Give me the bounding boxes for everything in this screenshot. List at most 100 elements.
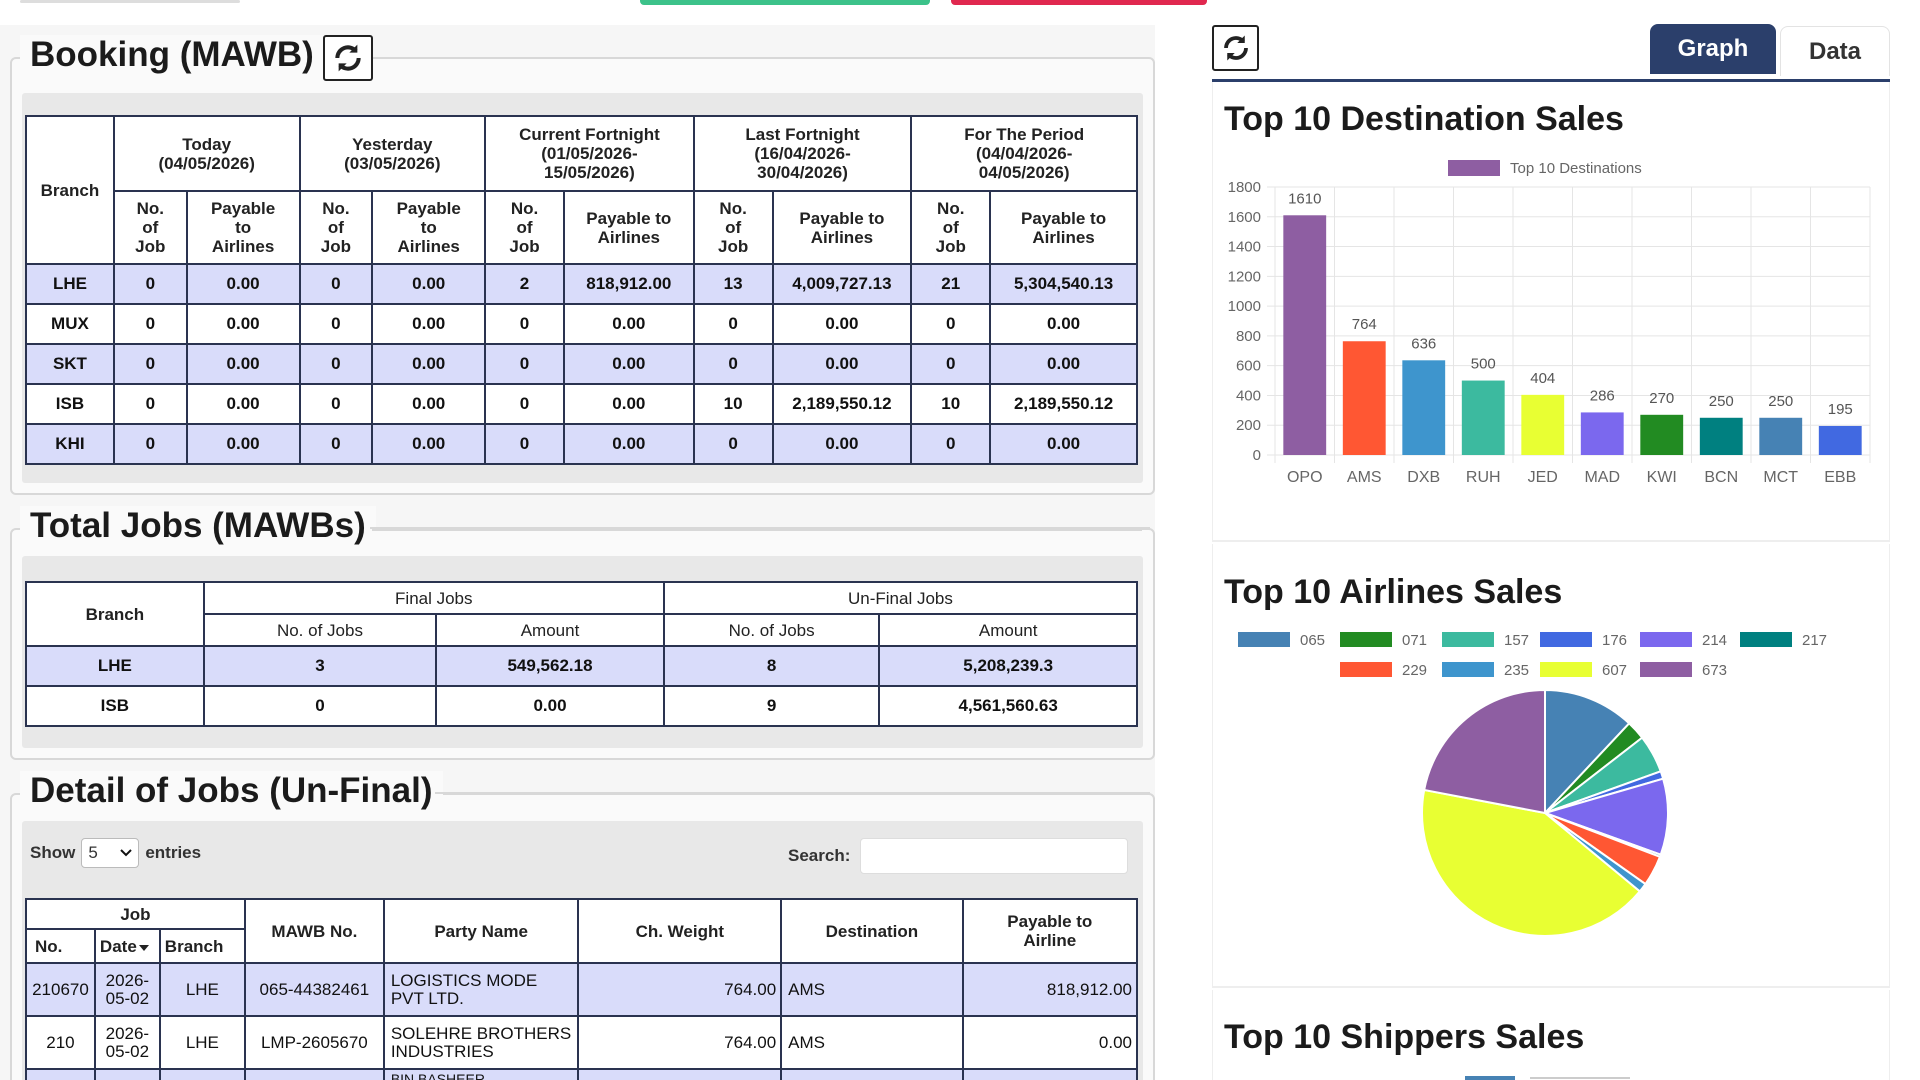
- x-tick-label: MAD: [1584, 469, 1620, 486]
- table-row[interactable]: 210 2026- 05-02 LHE LMP-2605670 SOLEHRE …: [25, 1015, 1139, 1070]
- payable-cell: 2,189,550.12: [989, 383, 1138, 425]
- booking-table-body: LHE 0 0.00 0 0.00 2 818,912.00 13 4,009,727.13 21…: [25, 263, 1138, 465]
- payable-cell: 0.00: [562, 343, 695, 385]
- bar: [1461, 380, 1505, 455]
- no-of-job-cell: 0: [298, 303, 374, 345]
- date-cell: [93, 1068, 161, 1080]
- pie-slice: [1421, 788, 1642, 937]
- final-jobs-cell: 0: [202, 685, 438, 727]
- table-row[interactable]: BIN BASHEER: [25, 1068, 1139, 1080]
- party-header[interactable]: Party Name: [382, 898, 580, 964]
- no-of-job-cell: 2: [484, 263, 565, 305]
- y-tick-label: 600: [1236, 358, 1261, 375]
- branch-cell: LHE: [25, 645, 205, 687]
- payable-cell: 4,009,727.13: [771, 263, 913, 305]
- no-of-job-cell: 0: [692, 343, 774, 385]
- chevron-down-icon: [120, 849, 133, 857]
- no-of-job-cell: 10: [910, 383, 992, 425]
- legend-swatch: [1540, 662, 1592, 677]
- final-jobs-header: Final Jobs: [202, 581, 665, 615]
- bar-value-label: 250: [1709, 393, 1734, 410]
- payable-cell: 0.00: [185, 343, 301, 385]
- final-amount-header: Amount: [435, 613, 665, 647]
- payable-cell: 0.00: [371, 263, 487, 305]
- bar-value-label: 250: [1768, 393, 1793, 410]
- table-row[interactable]: 210670 2026- 05-02 LHE 065-44382461 LOGI…: [25, 962, 1139, 1017]
- total-jobs-table: Branch Final Jobs Un-Final Jobs No. of J…: [25, 581, 1139, 727]
- weight-cell: 764.00: [577, 962, 783, 1017]
- booking-refresh-button[interactable]: [323, 35, 373, 81]
- legend-label: 071: [1402, 632, 1427, 649]
- legend-swatch: [1340, 632, 1392, 647]
- branch-header[interactable]: Branch: [158, 928, 246, 964]
- branch-cell: KHI: [25, 423, 115, 465]
- bar: [1699, 417, 1743, 455]
- branch-cell: SKT: [25, 343, 115, 385]
- period-header-for-the-period: For The Period (04/04/2026- 04/05/2026): [910, 115, 1138, 192]
- payable-cell: 0.00: [562, 423, 695, 465]
- payable-cell: 0.00: [989, 343, 1138, 385]
- sub-no-of-job: No. of Job: [298, 190, 374, 265]
- x-tick-label: EBB: [1824, 469, 1856, 486]
- y-tick-label: 1200: [1228, 268, 1261, 285]
- legend-label: 235: [1504, 662, 1529, 679]
- payable-header[interactable]: Payable to Airline: [961, 898, 1139, 964]
- tab-graph[interactable]: Graph: [1650, 24, 1776, 74]
- weight-header[interactable]: Ch. Weight: [577, 898, 783, 964]
- payable-cell: 0.00: [185, 263, 301, 305]
- branch-cell: [158, 1068, 246, 1080]
- period-header-last-fortnight: Last Fortnight (16/04/2026- 30/04/2026): [692, 115, 913, 192]
- entries-select[interactable]: 5: [81, 838, 140, 868]
- date-cell: 2026- 05-02: [93, 1015, 161, 1070]
- y-tick-label: 1000: [1228, 298, 1261, 315]
- mawb-cell: LMP-2605670: [243, 1015, 385, 1070]
- date-header[interactable]: Date: [93, 928, 161, 964]
- bar: [1342, 341, 1386, 455]
- no-of-job-cell: 0: [910, 303, 992, 345]
- payable-cell: 818,912.00: [961, 962, 1139, 1017]
- no-of-job-cell: 13: [692, 263, 774, 305]
- legend-swatch: [1238, 632, 1290, 647]
- payable-cell: 818,912.00: [562, 263, 695, 305]
- sub-payable: Payable to Airlines: [562, 190, 695, 265]
- x-tick-label: RUH: [1466, 469, 1501, 486]
- bar-value-label: 195: [1828, 401, 1853, 418]
- table-row: SKT 0 0.00 0 0.00 0 0.00 0 0.00 0 0.00: [25, 343, 1138, 385]
- no-of-job-cell: 0: [910, 343, 992, 385]
- x-tick-label: BCN: [1704, 469, 1738, 486]
- payable-cell: 0.00: [371, 423, 487, 465]
- top-red-button[interactable]: [951, 0, 1207, 5]
- bar: [1580, 412, 1624, 455]
- no-of-job-cell: 21: [910, 263, 992, 305]
- bar-value-label: 404: [1530, 370, 1555, 387]
- unfinal-amount-cell: 4,561,560.63: [878, 685, 1138, 727]
- branch-cell: ISB: [25, 383, 115, 425]
- y-tick-label: 200: [1236, 417, 1261, 434]
- y-tick-label: 0: [1253, 447, 1261, 464]
- mawb-header[interactable]: MAWB No.: [243, 898, 385, 964]
- shippers-chart-title: Top 10 Shippers Sales: [1224, 1018, 1585, 1056]
- no-of-job-cell: 0: [484, 303, 565, 345]
- bar-value-label: 636: [1411, 335, 1436, 352]
- branch-cell: LHE: [25, 263, 115, 305]
- payable-cell: 0.00: [771, 423, 913, 465]
- mawb-cell: 065-44382461: [243, 962, 385, 1017]
- table-row: ISB 0 0.00 0 0.00 0 0.00 10 2,189,550.12 10 2,189,…: [25, 383, 1138, 425]
- tab-data[interactable]: Data: [1780, 26, 1890, 76]
- no-cell: [25, 1068, 96, 1080]
- top-field[interactable]: [20, 0, 240, 3]
- period-header-yesterday: Yesterday (03/05/2026): [298, 115, 487, 192]
- show-label: Show: [30, 843, 76, 862]
- legend-label: 229: [1402, 662, 1427, 679]
- bar-value-label: 270: [1649, 390, 1674, 407]
- no-of-job-cell: 0: [484, 343, 565, 385]
- x-tick-label: OPO: [1287, 469, 1323, 486]
- payable-cell: 0.00: [989, 303, 1138, 345]
- no-header[interactable]: No.: [25, 928, 96, 964]
- search-input[interactable]: [860, 838, 1129, 874]
- destination-header[interactable]: Destination: [780, 898, 964, 964]
- detail-table: Job MAWB No. Party Name Ch. Weight Desti…: [25, 898, 1139, 1080]
- chart-refresh-button[interactable]: [1212, 25, 1259, 71]
- top-green-button[interactable]: [640, 0, 930, 5]
- shippers-chart-panel: [1212, 990, 1890, 1080]
